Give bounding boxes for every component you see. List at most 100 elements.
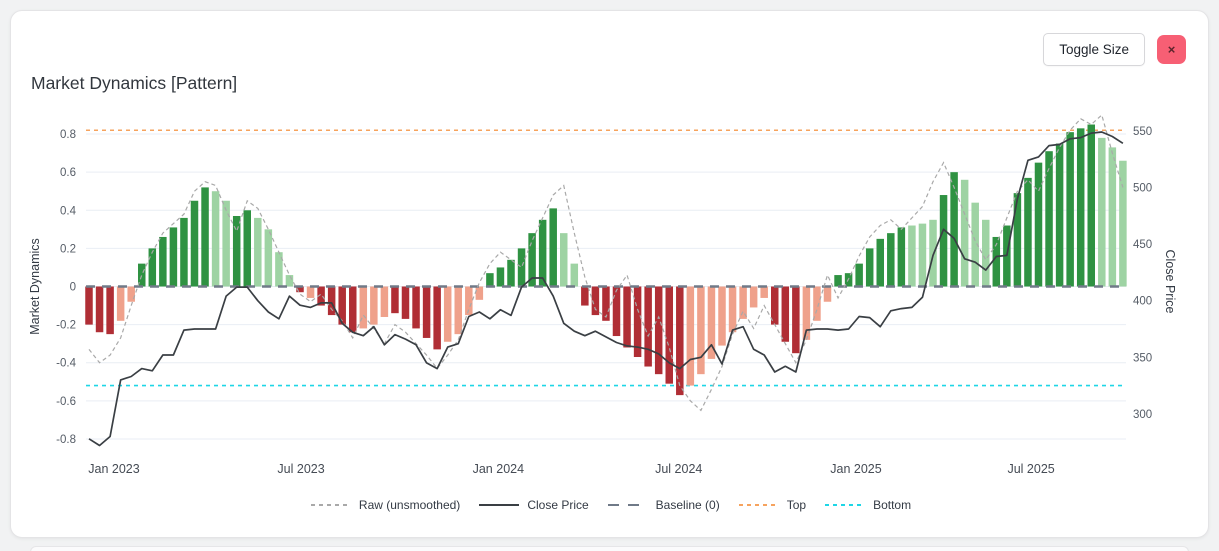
pattern-bar (380, 286, 389, 317)
pattern-bar (1045, 151, 1053, 287)
pattern-bar (327, 286, 336, 316)
x-axis-tick: Jan 2023 (88, 462, 139, 476)
pattern-bar (728, 286, 737, 333)
pattern-bar (918, 223, 927, 287)
pattern-bar (802, 286, 811, 340)
pattern-bar (950, 172, 958, 287)
legend-swatch-icon (479, 504, 520, 506)
pattern-bar (1024, 177, 1032, 287)
pattern-bar (296, 286, 304, 293)
pattern-bar (982, 219, 990, 287)
pattern-bar (633, 286, 642, 358)
legend-item-raw-unsmoothed[interactable]: Raw (unsmoothed) (310, 498, 460, 512)
pattern-bar (116, 286, 125, 321)
pattern-bar (1055, 143, 1064, 287)
pattern-bar (865, 248, 874, 287)
pattern-bar (549, 208, 557, 287)
legend-swatch-icon (607, 504, 648, 506)
pattern-bar (612, 286, 621, 337)
pattern-bar (908, 225, 916, 287)
pattern-bar (232, 215, 241, 287)
legend-item-close-price[interactable]: Close Price (478, 498, 589, 512)
y-axis-left-tick: 0.8 (60, 129, 76, 141)
pattern-bar (570, 263, 579, 287)
y-axis-right-tick: 350 (1133, 352, 1152, 364)
y-axis-left-tick: -0.8 (56, 434, 76, 446)
y-axis-left-tick: -0.2 (56, 320, 76, 332)
pattern-bar (760, 286, 768, 298)
pattern-bar (401, 286, 410, 319)
y-axis-left-tick: -0.6 (56, 396, 76, 408)
pattern-bar (1066, 132, 1074, 287)
legend-item-top[interactable]: Top (738, 498, 806, 512)
pattern-bar (676, 286, 684, 396)
x-axis-tick: Jul 2024 (655, 462, 702, 476)
pattern-bar (475, 286, 484, 300)
pattern-bar (349, 286, 357, 333)
y-axis-right-tick: 450 (1133, 239, 1152, 251)
y-axis-right-tick: 550 (1133, 126, 1152, 138)
pattern-bar (285, 275, 294, 287)
pattern-bar (1034, 162, 1043, 287)
y-axis-right-tick: 500 (1133, 182, 1152, 194)
pattern-bar (517, 248, 526, 287)
pattern-bar (159, 236, 167, 287)
pattern-bar (85, 286, 93, 325)
pattern-bar (1108, 147, 1117, 287)
x-axis-tick: Jul 2025 (1007, 462, 1054, 476)
pattern-bar (792, 286, 800, 354)
pattern-bar (412, 286, 420, 329)
pattern-bar (591, 286, 600, 316)
pattern-bar (654, 286, 663, 375)
x-axis-tick: Jul 2023 (277, 462, 324, 476)
left-axis-title: Market Dynamics (28, 238, 42, 335)
pattern-bar (686, 286, 695, 386)
chart-title: Market Dynamics [Pattern] (31, 73, 238, 93)
pattern-bar (465, 286, 473, 316)
pattern-bar (1098, 137, 1106, 287)
pattern-bar (739, 286, 747, 319)
toggle-size-button[interactable]: Toggle Size (1043, 33, 1145, 66)
market-dynamics-chart: 0.8 0.6 0.4 0.2 0 -0.2 -0.4 -0.6 -0.8 550 500 450 40… (28, 113, 1177, 476)
legend-item-baseline-0[interactable]: Baseline (0) (607, 498, 720, 512)
raw-unsmoothed-line (88, 113, 1124, 412)
pattern-bar (222, 200, 230, 287)
pattern-bar (971, 202, 979, 287)
pattern-bar (697, 286, 705, 375)
pattern-bar (422, 286, 431, 338)
pattern-bar (338, 286, 346, 325)
pattern-bar (433, 286, 441, 350)
legend-item-bottom[interactable]: Bottom (824, 498, 911, 512)
right-axis-title: Close Price (1163, 250, 1177, 314)
pattern-bar (781, 286, 790, 342)
pattern-bar (254, 217, 262, 287)
pattern-bar (887, 233, 895, 287)
pattern-bar (359, 286, 368, 329)
pattern-bar (496, 267, 505, 287)
x-axis-tick: Jan 2025 (830, 462, 881, 476)
y-axis-left-tick: 0.6 (60, 167, 76, 179)
pattern-bar (771, 286, 779, 325)
pattern-bar (538, 219, 547, 287)
pattern-bar (644, 286, 652, 367)
pattern-bar (623, 286, 631, 348)
pattern-bar (1087, 124, 1095, 287)
close-button[interactable]: × (1157, 35, 1186, 64)
pattern-bar (211, 191, 220, 287)
chart-card: Market Dynamics [Pattern] Toggle Size × … (10, 10, 1209, 538)
y-axis-left-tick: 0.4 (60, 205, 77, 217)
y-axis-right-tick: 400 (1133, 296, 1152, 308)
next-card-edge (30, 546, 1189, 551)
pattern-bar (95, 286, 104, 333)
legend-label: Raw (unsmoothed) (358, 498, 461, 512)
legend-label: Baseline (0) (655, 498, 720, 512)
legend-label: Bottom (873, 498, 912, 512)
y-axis-left-tick: 0.2 (60, 243, 76, 255)
legend-swatch-icon (825, 504, 866, 506)
pattern-bar (665, 286, 673, 384)
pattern-bar (897, 227, 906, 287)
pattern-bar (306, 286, 315, 298)
close-price-line (88, 131, 1124, 447)
pattern-bar (581, 286, 589, 306)
